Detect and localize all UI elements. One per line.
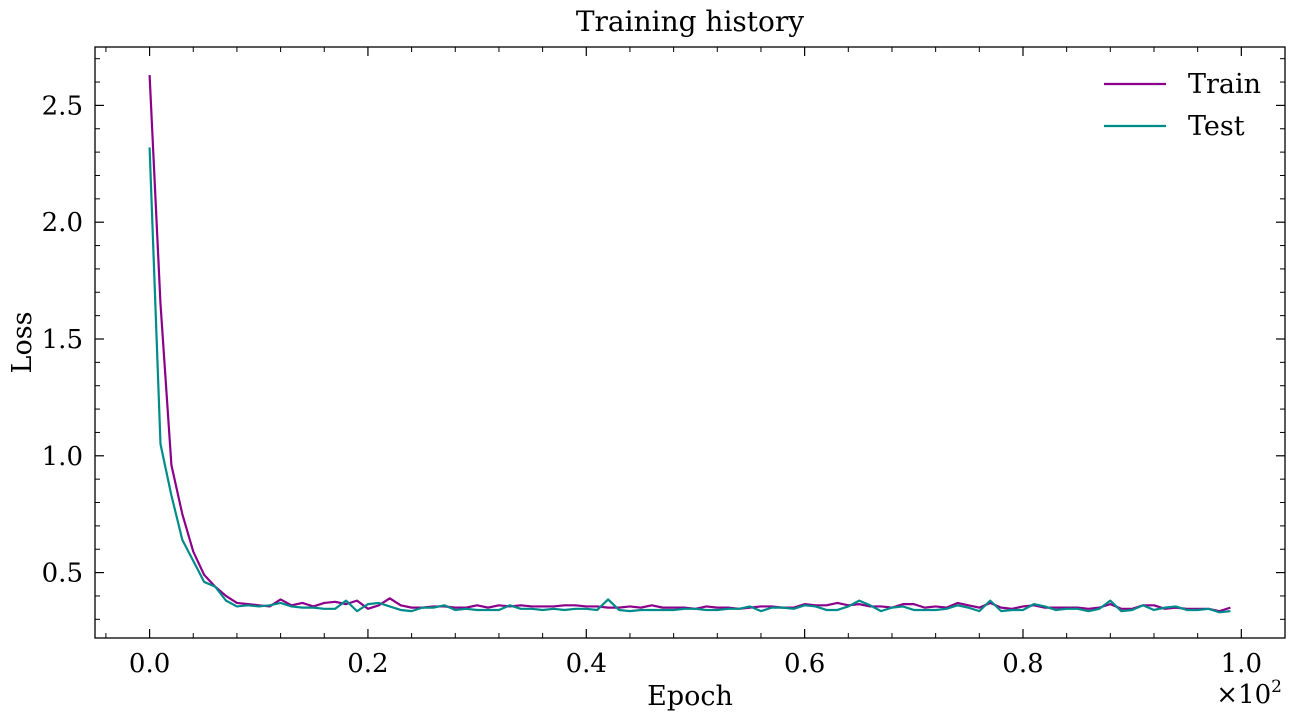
legend-label-test: Test xyxy=(1188,111,1245,142)
y-axis-label: Loss xyxy=(7,312,38,374)
x-axis-offset-base: ×10 xyxy=(1216,680,1271,710)
series-line-train xyxy=(148,74,1231,613)
x-tick-label: 0.2 xyxy=(347,649,388,679)
x-axis-offset-label: ×102 xyxy=(1216,677,1282,710)
y-tick-label: 0.5 xyxy=(42,559,83,589)
x-tick-label: 0.6 xyxy=(784,649,825,679)
y-tick-label: 2.5 xyxy=(42,91,83,121)
series-line-test xyxy=(148,147,1231,614)
x-axis-offset-exponent: 2 xyxy=(1271,677,1282,697)
x-tick-label: 0.4 xyxy=(566,649,607,679)
x-axis-label: Epoch xyxy=(647,681,733,712)
plot-frame xyxy=(94,46,1286,639)
tick-layer: 0.0 0.2 0.4 0.6 0.8 1.0 0.5 1.0 1.5 2.0 2.5 xyxy=(42,47,1286,679)
legend: Train Test xyxy=(1104,69,1261,142)
x-tick-label: 0.8 xyxy=(1002,649,1043,679)
y-tick-label: 1.5 xyxy=(42,325,83,355)
y-tick-label: 2.0 xyxy=(42,208,83,238)
series-layer xyxy=(148,74,1231,614)
chart-title: Training history xyxy=(576,5,804,38)
legend-label-train: Train xyxy=(1188,69,1261,100)
y-tick-label: 1.0 xyxy=(42,442,83,472)
x-tick-label: 0.0 xyxy=(129,649,170,679)
x-tick-label: 1.0 xyxy=(1221,649,1262,679)
